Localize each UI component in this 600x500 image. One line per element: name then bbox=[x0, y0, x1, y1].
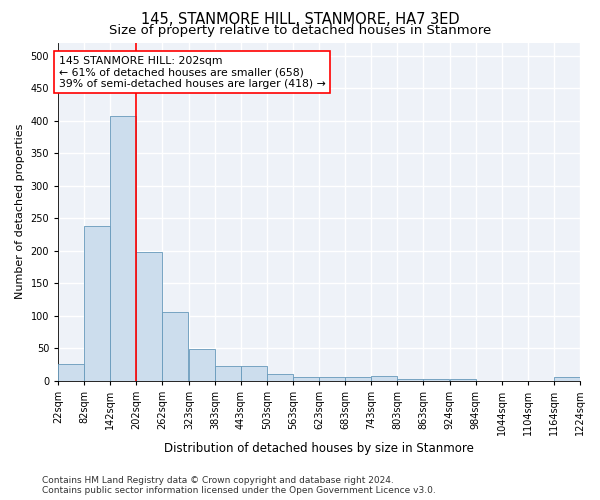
Bar bbox=[397, 379, 423, 380]
Bar bbox=[423, 379, 449, 380]
Bar bbox=[58, 364, 84, 380]
Bar bbox=[267, 374, 293, 380]
Bar bbox=[345, 378, 371, 380]
Bar bbox=[450, 379, 476, 380]
Bar bbox=[241, 366, 267, 380]
Text: Contains HM Land Registry data © Crown copyright and database right 2024.
Contai: Contains HM Land Registry data © Crown c… bbox=[42, 476, 436, 495]
Bar bbox=[319, 378, 345, 380]
Bar bbox=[189, 350, 215, 380]
Bar bbox=[371, 376, 397, 380]
Text: 145 STANMORE HILL: 202sqm
← 61% of detached houses are smaller (658)
39% of semi: 145 STANMORE HILL: 202sqm ← 61% of detac… bbox=[59, 56, 325, 88]
Bar bbox=[293, 378, 319, 380]
Bar bbox=[84, 226, 110, 380]
Bar bbox=[136, 252, 163, 380]
Y-axis label: Number of detached properties: Number of detached properties bbox=[15, 124, 25, 299]
Bar bbox=[110, 116, 136, 380]
Bar bbox=[215, 366, 241, 380]
Text: 145, STANMORE HILL, STANMORE, HA7 3ED: 145, STANMORE HILL, STANMORE, HA7 3ED bbox=[140, 12, 460, 28]
Bar bbox=[554, 378, 580, 380]
X-axis label: Distribution of detached houses by size in Stanmore: Distribution of detached houses by size … bbox=[164, 442, 474, 455]
Text: Size of property relative to detached houses in Stanmore: Size of property relative to detached ho… bbox=[109, 24, 491, 37]
Bar bbox=[163, 312, 188, 380]
